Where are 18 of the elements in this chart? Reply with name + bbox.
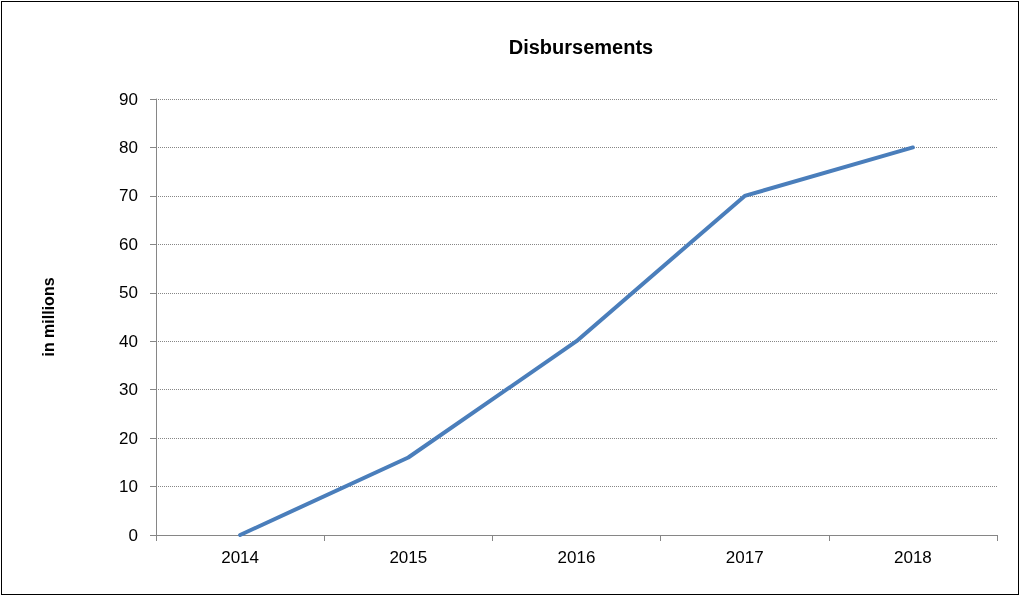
x-tick-label: 2015 [389,548,428,567]
y-tick-label: 60 [119,234,138,254]
x-tick-label: 2017 [725,548,764,567]
y-tick-label: 20 [119,428,138,448]
y-tick-label: 40 [119,331,138,351]
x-tick-label: 2014 [221,548,260,567]
chart-title: Disbursements [508,36,654,58]
y-tick-label: 70 [119,186,138,206]
y-axis-title: in millions [39,277,57,357]
y-tick-label: 50 [119,283,138,303]
line-series [238,145,915,537]
x-tick-label: 2018 [893,548,932,567]
x-tick-label: 2016 [557,548,596,567]
y-tick-label: 80 [119,137,138,157]
y-tick-label: 90 [119,89,138,109]
y-tick-label: 0 [128,525,138,545]
y-tick-label: 30 [119,380,138,400]
y-tick-label: 10 [119,477,138,497]
